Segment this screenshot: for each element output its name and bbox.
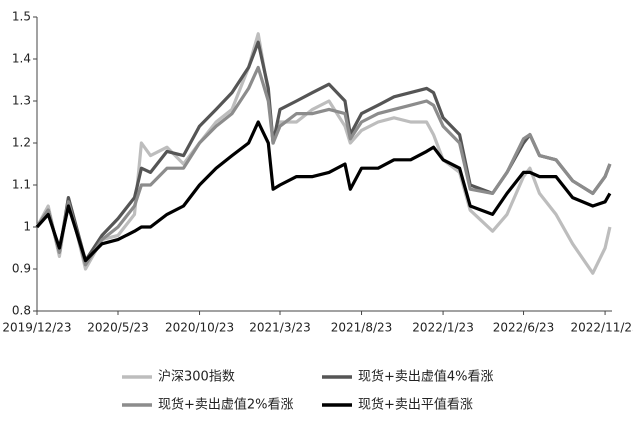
- y-tick-label: 0.9: [12, 262, 31, 276]
- x-tick-label: 2019/12/23: [2, 321, 71, 335]
- y-tick-label: 1: [23, 220, 31, 234]
- y-tick-label: 0.8: [12, 304, 31, 318]
- y-tick-label: 1.4: [12, 52, 31, 66]
- y-tick-label: 1.5: [12, 10, 31, 24]
- legend-label: 现货+卖出虚值2%看涨: [158, 397, 294, 413]
- legend-label: 现货+卖出平值看涨: [358, 397, 473, 413]
- legend-label: 现货+卖出虚值4%看涨: [358, 369, 494, 385]
- x-tick-label: 2020/10/23: [165, 321, 234, 335]
- x-tick-label: 2022/1/23: [412, 321, 474, 335]
- series-line: [35, 120, 612, 263]
- y-tick-label: 1.3: [12, 94, 31, 108]
- x-tick-label: 2020/5/23: [87, 321, 149, 335]
- y-tick-label: 1.1: [12, 178, 31, 192]
- x-tick-label: 2022/6/23: [493, 321, 555, 335]
- x-tick-label: 2021/3/23: [249, 321, 311, 335]
- series-line: [35, 65, 612, 267]
- x-tick-label: 2022/11/23: [570, 321, 633, 335]
- y-tick-label: 1.2: [12, 136, 31, 150]
- x-tick-label: 2021/8/23: [331, 321, 393, 335]
- legend-label: 沪深300指数: [158, 369, 235, 385]
